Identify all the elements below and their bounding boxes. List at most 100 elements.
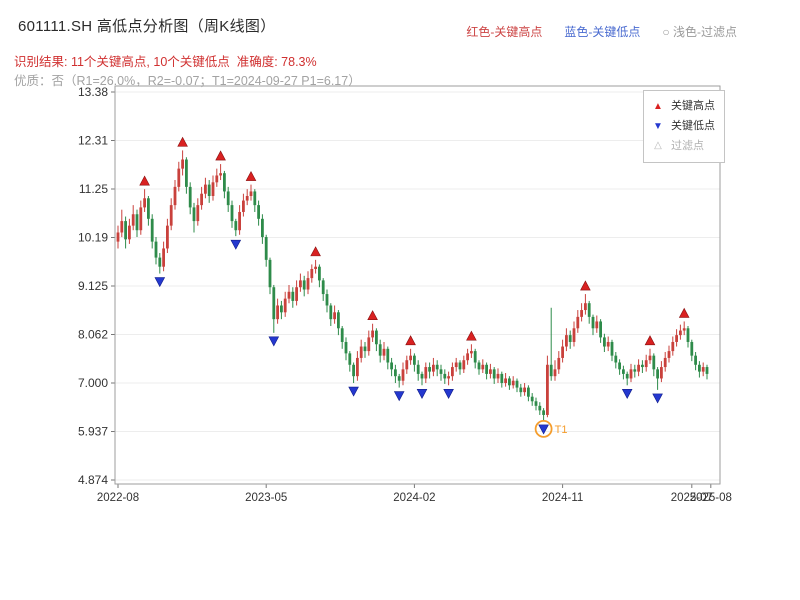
legend-item-key-high: ▲ 关键高点 bbox=[652, 97, 716, 117]
candle-body bbox=[253, 191, 257, 206]
candle-body bbox=[644, 360, 648, 368]
candle-body bbox=[523, 387, 526, 393]
candle-body bbox=[504, 378, 507, 384]
candle-body bbox=[299, 280, 302, 288]
candle-body bbox=[477, 362, 481, 370]
legend-label-filtered: 过滤点 bbox=[671, 139, 704, 152]
candle-body bbox=[625, 373, 629, 379]
candle-body bbox=[405, 360, 409, 370]
candle-body bbox=[363, 346, 367, 352]
candle-body bbox=[534, 401, 538, 406]
x-tick-label: 2024-11 bbox=[542, 492, 583, 504]
header-legend-key-low: 蓝色-关键低点 bbox=[564, 25, 641, 39]
candle-body bbox=[367, 337, 371, 352]
candle-body bbox=[424, 367, 428, 379]
candle-body bbox=[622, 369, 625, 374]
candle-body bbox=[249, 191, 253, 197]
candle-body bbox=[648, 355, 652, 361]
candle-body bbox=[416, 364, 420, 374]
candle-body bbox=[466, 353, 469, 361]
t1-label: T1 bbox=[555, 424, 568, 436]
candle-body bbox=[667, 351, 671, 358]
key-low-marker bbox=[443, 389, 454, 399]
candle-body bbox=[242, 200, 245, 212]
candle-body bbox=[238, 211, 241, 231]
candle-body bbox=[637, 364, 640, 372]
y-tick-label: 13.38 bbox=[78, 85, 108, 99]
candle-body bbox=[378, 344, 382, 356]
y-tick-label: 4.874 bbox=[78, 473, 108, 487]
candle-body bbox=[177, 168, 181, 187]
candle-body bbox=[705, 367, 709, 374]
candle-body bbox=[291, 291, 295, 301]
legend-label-key-high: 关键高点 bbox=[671, 100, 715, 112]
candle-body bbox=[314, 266, 317, 269]
candle-body bbox=[439, 369, 443, 374]
page-title: 601111.SH 高低点分析图（周K线图） bbox=[18, 18, 276, 35]
y-tick-label: 10.19 bbox=[78, 231, 108, 245]
candle-body bbox=[120, 221, 124, 233]
candle-body bbox=[679, 330, 682, 336]
candle-body bbox=[166, 225, 169, 249]
header-legend: 红色-关键高点 蓝色-关键低点 ○ 浅色-过滤点 bbox=[466, 23, 737, 40]
candle-body bbox=[530, 396, 534, 402]
candle-body bbox=[348, 353, 352, 365]
candle-body bbox=[454, 362, 458, 368]
filtered-triangle-icon: △ bbox=[654, 140, 662, 152]
quality-text: 优质：否（R1=26.0%，R2=-0.07；T1=2024-09-27 P1=… bbox=[14, 74, 361, 88]
candle-body bbox=[641, 364, 644, 368]
candle-body bbox=[561, 346, 564, 358]
key-high-marker bbox=[177, 136, 188, 147]
candle-body bbox=[329, 305, 333, 320]
key-low-marker bbox=[268, 336, 280, 347]
candle-body bbox=[584, 303, 587, 311]
candle-body bbox=[447, 376, 450, 379]
key-high-marker bbox=[466, 330, 477, 341]
candle-body bbox=[432, 364, 435, 372]
x-tick-label: 2025-07 bbox=[671, 492, 713, 504]
candle-body bbox=[397, 376, 401, 381]
header-legend-key-high: 红色-关键高点 bbox=[466, 25, 543, 39]
candle-body bbox=[337, 312, 340, 329]
candle-body bbox=[352, 364, 355, 377]
candle-body bbox=[549, 364, 553, 377]
candle-body bbox=[542, 410, 545, 415]
candle-body bbox=[283, 298, 287, 313]
candle-body bbox=[553, 369, 557, 377]
candle-body bbox=[173, 186, 177, 206]
key-high-marker bbox=[215, 150, 226, 161]
x-tick-label: 2024-02 bbox=[393, 492, 435, 504]
candle-body bbox=[508, 378, 511, 386]
key-low-marker bbox=[230, 239, 242, 250]
candle-body bbox=[587, 303, 591, 317]
candle-body bbox=[310, 268, 314, 279]
candle-body bbox=[538, 405, 542, 411]
candle-body bbox=[682, 328, 686, 331]
key-high-marker bbox=[367, 310, 378, 321]
candle-body bbox=[382, 348, 386, 356]
y-tick-label: 12.31 bbox=[78, 134, 108, 148]
y-tick-label: 7.000 bbox=[78, 376, 108, 390]
candle-body bbox=[215, 175, 219, 183]
candle-body bbox=[226, 191, 230, 206]
candle-body bbox=[451, 367, 454, 377]
candle-body bbox=[663, 357, 667, 368]
candle-body bbox=[595, 321, 599, 329]
candle-body bbox=[485, 364, 488, 374]
candle-body bbox=[371, 330, 374, 338]
candle-body bbox=[701, 367, 705, 372]
candle-body bbox=[333, 312, 336, 320]
candle-body bbox=[280, 305, 283, 313]
recognition-result-text: 识别结果: 11个关键高点, 10个关键低点 准确度: 78.3% bbox=[14, 55, 317, 69]
key-low-marker bbox=[416, 389, 428, 399]
candle-body bbox=[591, 316, 595, 329]
chart-legend-box: ▲ 关键高点 ▼ 关键低点 △ 过滤点 bbox=[643, 90, 725, 164]
candle-body bbox=[287, 291, 291, 299]
candle-body bbox=[413, 355, 416, 365]
candle-body bbox=[443, 373, 447, 379]
candle-body bbox=[660, 367, 663, 379]
candle-body bbox=[386, 348, 390, 363]
candle-body bbox=[633, 369, 637, 372]
candle-body bbox=[675, 335, 678, 342]
candle-body bbox=[656, 369, 659, 379]
